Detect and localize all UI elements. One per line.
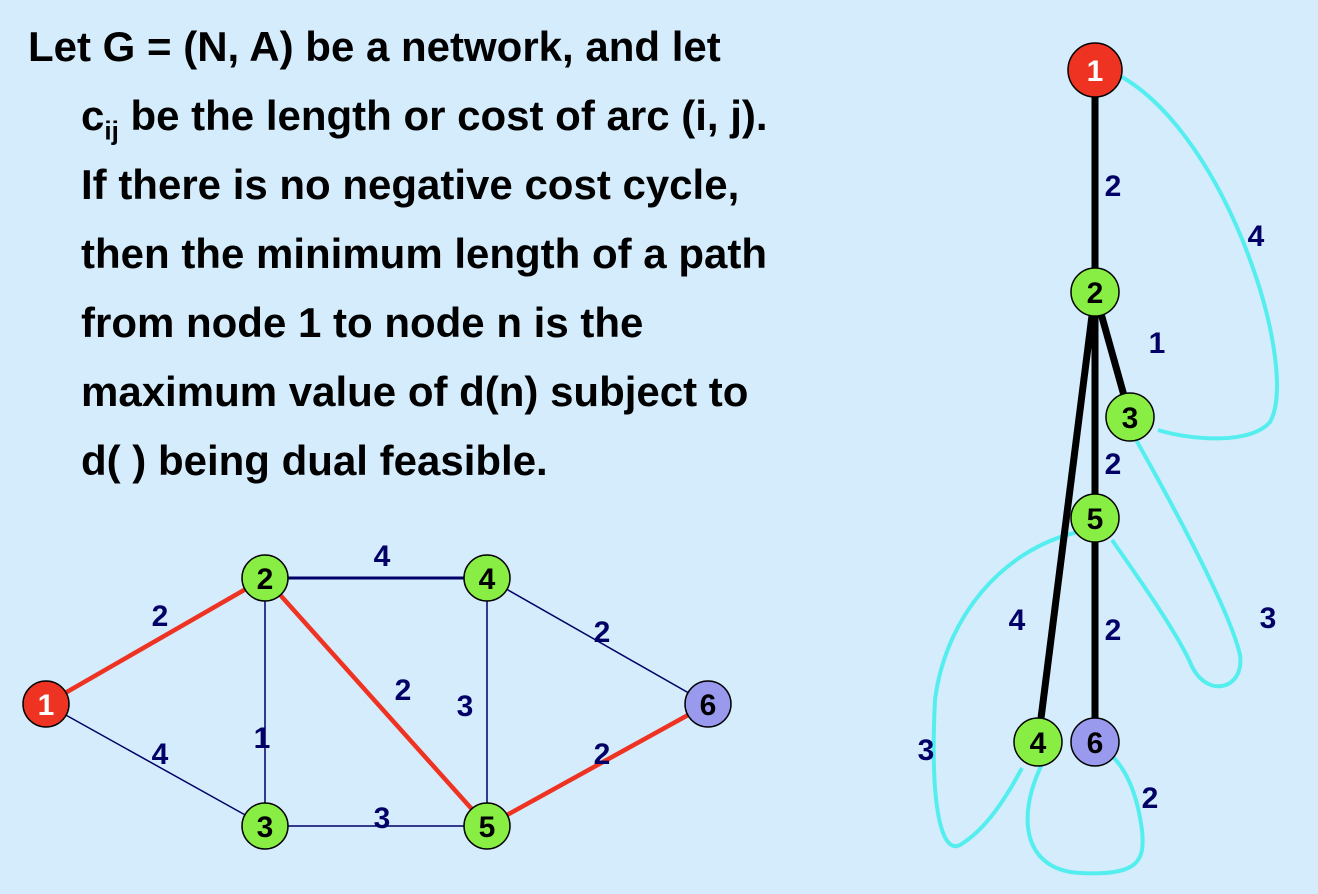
- text-line-2: cij be the length or cost of arc (i, j).: [28, 81, 908, 150]
- edge-cost-2-4: 4: [374, 540, 391, 573]
- tree-nontree-edge-3-5: [1110, 437, 1243, 689]
- edge-cost-2-5: 2: [395, 674, 412, 707]
- node-label-6: 6: [700, 689, 717, 722]
- node-5: [463, 802, 511, 850]
- tree-edge-2-4: [1034, 291, 1099, 743]
- edge-cost-4-5: 3: [457, 690, 474, 723]
- node-label-1: 1: [1087, 55, 1104, 88]
- text-line-2-rest: be the length or cost of arc (i, j).: [118, 92, 768, 139]
- edge-1-3: [45, 703, 266, 827]
- cost-subscript: ij: [104, 115, 119, 146]
- node-label-5: 5: [1087, 503, 1104, 536]
- node-5: [1070, 493, 1120, 543]
- tree-nontree-edge-5-4: [931, 530, 1079, 849]
- edge-2-5: [263, 576, 489, 828]
- tree-edge-cost-2-5: 2: [1105, 448, 1122, 481]
- node-1: [22, 680, 70, 728]
- text-line-6: maximum value of d(n) subject to: [81, 368, 749, 415]
- node-3: [1105, 392, 1155, 442]
- edge-cost-3-5: 3: [374, 802, 391, 835]
- edge-4-6: [486, 577, 709, 705]
- tree-nontree-edge-4-6: [1025, 756, 1145, 876]
- tree-nontree-cost-3-5: 3: [1260, 602, 1277, 635]
- node-label-1: 1: [38, 689, 55, 722]
- text-line-4: then the minimum length of a path: [81, 230, 767, 277]
- edge-cost-1-2: 2: [152, 600, 169, 633]
- node-label-3: 3: [1122, 402, 1139, 435]
- edge-cost-5-6: 2: [594, 738, 611, 771]
- node-6: [684, 680, 732, 728]
- node-6: [1070, 717, 1120, 767]
- tree-edge-cost-1-2: 2: [1105, 170, 1122, 203]
- node-3: [241, 802, 289, 850]
- node-label-4: 4: [1030, 727, 1047, 760]
- node-label-3: 3: [257, 811, 274, 844]
- node-1: [1067, 42, 1123, 98]
- node-label-2: 2: [257, 563, 274, 596]
- node-label-2: 2: [1087, 277, 1104, 310]
- edge-cost-1-3: 4: [152, 738, 169, 771]
- node-label-4: 4: [479, 563, 496, 596]
- tree-edge-cost-2-3: 1: [1149, 327, 1166, 360]
- node-label-5: 5: [479, 811, 496, 844]
- tree-edge-cost-5-6: 2: [1105, 614, 1122, 647]
- tree-nontree-edge-1-3: [1120, 75, 1279, 441]
- node-2: [241, 554, 289, 602]
- text-line-3: If there is no negative cost cycle,: [81, 161, 740, 208]
- node-4: [1013, 717, 1063, 767]
- tree-nontree-cost-5-4: 3: [918, 734, 935, 767]
- theorem-text: Let G = (N, A) be a network, and let cij…: [28, 12, 908, 495]
- node-4: [463, 554, 511, 602]
- text-line-5: from node 1 to node n is the: [81, 299, 644, 346]
- edge-1-2: [44, 576, 267, 706]
- tree-edge-cost-2-4: 4: [1009, 604, 1026, 637]
- edge-cost-2-3: 1: [254, 722, 271, 755]
- edge-5-6: [485, 702, 710, 828]
- cost-symbol: c: [81, 92, 105, 139]
- node-2: [1070, 267, 1120, 317]
- text-line-1: Let G = (N, A) be a network, and let: [28, 23, 721, 70]
- text-line-7: d( ) being dual feasible.: [81, 437, 548, 484]
- tree-nontree-cost-1-3: 4: [1248, 220, 1265, 253]
- tree-nontree-cost-4-6: 2: [1142, 782, 1159, 815]
- edge-cost-4-6: 2: [594, 616, 611, 649]
- network-graph: 2 4 1 4 2 3 3 2 2 1 2 3 4 5 6: [22, 540, 732, 850]
- node-label-6: 6: [1087, 727, 1104, 760]
